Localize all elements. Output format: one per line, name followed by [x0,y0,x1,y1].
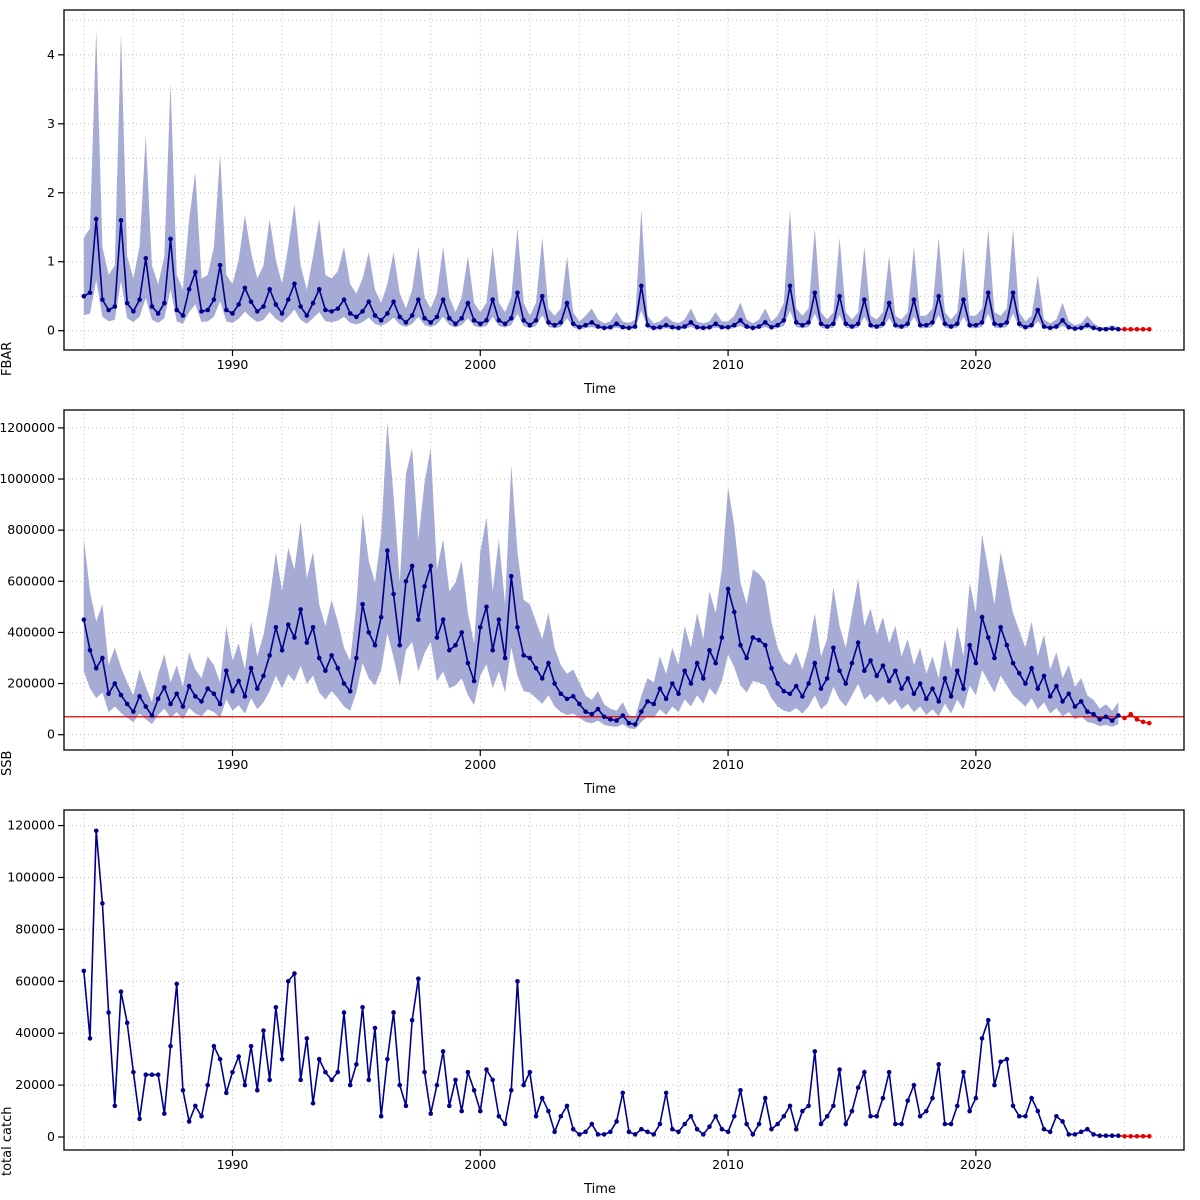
svg-text:2000: 2000 [464,357,496,372]
panel-fbar: 1990 2000 2010 2020 0 1 2 3 4 FBAR Time [0,0,1200,400]
svg-text:2020: 2020 [960,1157,992,1172]
svg-text:2020: 2020 [960,757,992,772]
svg-text:60000: 60000 [15,973,55,988]
panel-ssb: 1990 2000 2010 2020 0 200000 400000 600000 80000… [0,400,1200,800]
svg-text:600000: 600000 [7,573,55,588]
svg-text:0: 0 [47,323,55,338]
svg-text:80000: 80000 [15,921,55,936]
total-catch-x-axis-label: Time [584,1182,616,1197]
fbar-plot: 1990 2000 2010 2020 0 1 2 3 4 [47,9,1185,372]
svg-text:1990: 1990 [217,757,249,772]
svg-text:2010: 2010 [712,1157,744,1172]
svg-text:2000: 2000 [464,1157,496,1172]
ssb-y-axis-label: SSB [0,750,15,776]
svg-text:1: 1 [47,254,55,269]
svg-text:200000: 200000 [7,676,55,691]
svg-text:2020: 2020 [960,357,992,372]
svg-text:2: 2 [47,185,55,200]
fbar-x-axis-label: Time [584,382,616,397]
ssb-plot: 1990 2000 2010 2020 0 200000 400000 600000 80000… [0,409,1185,772]
svg-text:120000: 120000 [7,818,55,833]
svg-text:800000: 800000 [7,522,55,537]
svg-text:1200000: 1200000 [0,420,55,435]
svg-text:40000: 40000 [15,1025,55,1040]
total-catch-y-axis-label: total catch [0,1106,15,1176]
ssb-x-axis-label: Time [584,782,616,797]
fbar-y-axis-label: FBAR [0,341,15,376]
svg-text:400000: 400000 [7,624,55,639]
svg-text:4: 4 [47,47,55,62]
svg-text:1000000: 1000000 [0,471,55,486]
svg-text:2010: 2010 [712,357,744,372]
svg-text:0: 0 [47,727,55,742]
svg-text:2010: 2010 [712,757,744,772]
svg-text:3: 3 [47,116,55,131]
panel-total-catch: 1990 2000 2010 2020 0 20000 40000 60000 80000 100… [0,800,1200,1200]
svg-text:100000: 100000 [7,869,55,884]
svg-text:20000: 20000 [15,1077,55,1092]
svg-text:1990: 1990 [217,1157,249,1172]
svg-text:2000: 2000 [464,757,496,772]
svg-text:0: 0 [47,1129,55,1144]
svg-text:1990: 1990 [217,357,249,372]
total-catch-plot: 1990 2000 2010 2020 0 20000 40000 60000 80000 100… [7,809,1185,1172]
